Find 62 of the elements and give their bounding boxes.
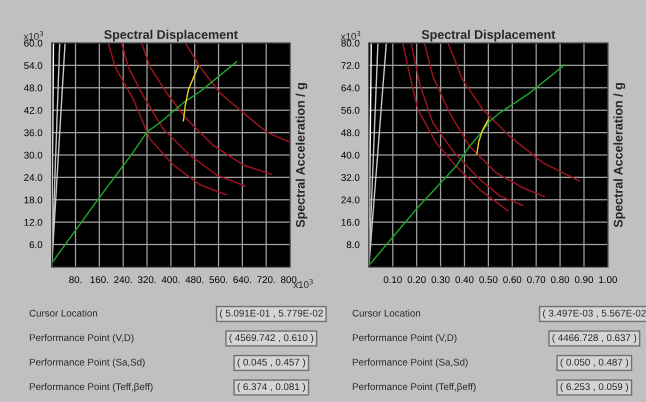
text: x10$^{3}$ [340, 30, 360, 40]
y-axis-title: Spectral Acceleration / g [296, 83, 308, 228]
text: x10$^{3}$ [24, 30, 44, 40]
text: ( 0.050 , 0.487 ) [560, 358, 628, 368]
x-tick-label: 240. [114, 276, 132, 284]
y-tick-label: 80.0 [341, 40, 360, 47]
y-axis-title: Spectral Acceleration / g [613, 83, 626, 228]
x-tick-label: 640. [233, 276, 251, 284]
text: ( 4466.728 , 0.637 ) [552, 334, 636, 344]
y-tick-label: 24.0 [341, 196, 360, 204]
y-tick-label: 48.0 [24, 84, 42, 92]
y-tick-label: 42.0 [24, 106, 42, 114]
text: Performance Point (Teff,βeff) [30, 382, 153, 392]
y-tick-label: 56.0 [341, 106, 360, 114]
text: Cursor Location [352, 309, 420, 317]
text: ( 0.045 , 0.457 ) [238, 358, 306, 368]
x-tick-label: 0.90 [574, 276, 594, 284]
x-tick-label: 0.30 [431, 276, 450, 284]
x-tick-label: 0.10 [384, 276, 402, 284]
y-tick-label: 12.0 [24, 218, 42, 226]
chart-title: Spectral Displacement [422, 30, 556, 42]
x-tick-label: 400. [162, 276, 180, 284]
text: ( 5.091E-01 , 5.779E-02 [220, 309, 323, 319]
y-tick-label: 48.0 [341, 129, 360, 136]
y-tick-label: 30.0 [24, 152, 42, 159]
x-tick-label: 160. [90, 276, 108, 284]
y-tick-label: 64.0 [341, 84, 360, 92]
text: ( 6.374 , 0.081 ) [238, 382, 306, 392]
y-tick-label: 36.0 [24, 129, 42, 136]
y-tick-label: 24.0 [24, 174, 42, 181]
x-tick-label: 0.40 [455, 276, 474, 284]
y-tick-label: 32.0 [341, 174, 360, 181]
x-tick-label: 80. [69, 276, 82, 284]
x-tick-label: 0.60 [503, 276, 522, 284]
text: Performance Point (Sa,Sd) [352, 358, 468, 368]
y-tick-label: 40.0 [341, 152, 360, 159]
text: ( 3.497E-03 , 5.567E-02 [543, 309, 646, 319]
text: Performance Point (V,D) [352, 334, 456, 344]
x-tick-label: 0.70 [527, 276, 546, 284]
x-tick-label: 0.20 [408, 276, 426, 284]
x-tick-label: 320. [138, 276, 156, 284]
y-tick-label: 72.0 [341, 62, 360, 70]
x-tick-label: 800. [281, 276, 299, 284]
text: Performance Point (Teff,βeff) [352, 382, 476, 392]
x-tick-label: 720. [257, 276, 275, 284]
x-tick-label: 480. [185, 276, 204, 284]
y-tick-label: 16.0 [342, 218, 360, 226]
y-tick-label: 60.0 [24, 40, 42, 47]
y-tick-label: 6.0 [30, 241, 42, 248]
text: ( 6.253 , 0.059 ) [560, 382, 628, 392]
text: Performance Point (Sa,Sd) [30, 358, 145, 368]
text: Cursor Location [30, 309, 98, 317]
y-tick-label: 18.0 [24, 196, 42, 204]
text: Performance Point (V,D) [30, 334, 134, 344]
x-tick-label: 1.00 [599, 276, 617, 284]
x-tick-label: 0.80 [551, 276, 570, 284]
x-tick-label: 560. [209, 276, 228, 284]
y-tick-label: 8.0 [346, 241, 360, 248]
y-tick-label: 54.0 [24, 62, 42, 70]
chart-title: Spectral Displacement [104, 30, 238, 42]
x-tick-label: 0.50 [479, 276, 498, 284]
text: ( 4569.742 , 0.610 ) [229, 334, 314, 344]
